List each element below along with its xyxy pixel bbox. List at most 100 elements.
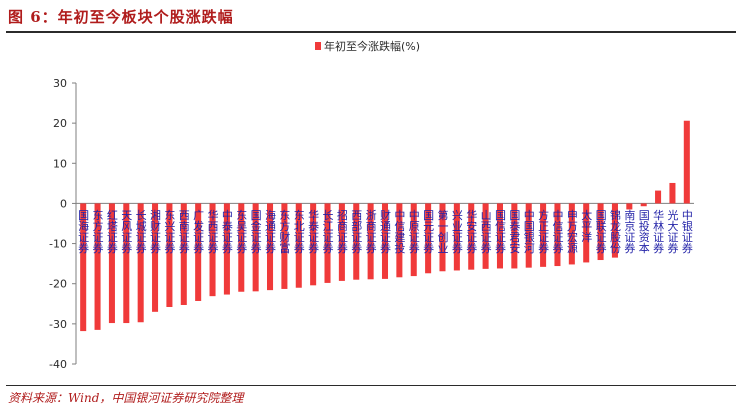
bar-12: [252, 203, 259, 292]
category-label-38: 南京证券: [623, 209, 636, 253]
bar-13: [267, 203, 274, 291]
category-label-12: 国金证券: [249, 209, 262, 253]
bar-2: [108, 203, 115, 324]
category-label-16: 华泰证券: [307, 208, 320, 253]
category-label-36: 国联证券: [594, 209, 607, 253]
category-label-30: 国泰君安: [508, 209, 521, 254]
bar-5: [152, 203, 159, 312]
bar-14: [281, 203, 288, 289]
bar-4: [137, 203, 144, 323]
category-label-1: 东方证券: [91, 209, 104, 253]
bar-32: [540, 203, 547, 267]
category-label-21: 财通证券: [379, 208, 392, 253]
figure-title: 图 6：年初至今板块个股涨跌幅: [8, 8, 234, 26]
bar-37: [611, 203, 618, 258]
bar-28: [482, 203, 489, 269]
category-label-8: 广发证券: [192, 209, 205, 253]
category-label-20: 浙商证券: [364, 209, 377, 253]
bar-41: [669, 182, 676, 204]
category-label-41: 光大证券: [666, 208, 679, 253]
category-label-18: 招商证券: [335, 208, 348, 253]
bar-26: [453, 203, 460, 271]
y-tick-label-2: -20: [49, 278, 67, 291]
category-label-35: 太平洋: [580, 209, 593, 242]
category-label-34: 申万宏源: [565, 209, 578, 254]
bar-8: [195, 203, 202, 301]
category-label-26: 兴业证券: [450, 209, 463, 253]
bar-30: [511, 203, 518, 269]
bar-19: [353, 203, 360, 280]
category-label-4: 长城证券: [134, 209, 147, 253]
bar-20: [367, 203, 374, 280]
bar-27: [468, 203, 475, 270]
category-label-37: 锦龙股份: [608, 208, 621, 254]
bar-1: [94, 203, 101, 330]
category-label-29: 国信证券: [493, 209, 506, 253]
y-tick-label-4: 0: [60, 197, 67, 210]
category-label-14: 东方财富: [278, 209, 291, 254]
category-label-42: 中银证券: [680, 209, 693, 253]
bar-10: [223, 203, 230, 295]
bar-33: [554, 203, 561, 267]
bar-9: [209, 203, 216, 297]
category-label-0: 国海证券: [77, 209, 90, 253]
y-tick-label-7: 30: [53, 77, 67, 90]
bar-17: [324, 203, 331, 283]
bar-3: [123, 203, 130, 324]
legend-swatch: [315, 42, 321, 50]
category-label-13: 海通证券: [264, 208, 277, 253]
bar-15: [295, 203, 302, 288]
bar-21: [381, 203, 389, 279]
category-label-28: 山西证券: [479, 209, 492, 253]
y-tick-label-1: -30: [49, 318, 67, 331]
category-label-19: 西部证券: [350, 209, 363, 253]
bar-38: [626, 203, 633, 210]
y-tick-label-5: 10: [53, 157, 67, 170]
bar-chart: -40 -30 -20 -10 0 10 20 30 国海证券 东方证券 红塔证券 天风证券 长城证券湘…: [49, 39, 694, 371]
bar-29: [496, 203, 503, 269]
bar-40: [655, 190, 662, 204]
category-label-17: 长江证券: [321, 209, 334, 253]
bar-25: [439, 203, 446, 272]
bar-39: [640, 203, 647, 207]
bar-36: [597, 203, 604, 261]
bar-0: [80, 203, 87, 332]
category-label-15: 东北证券: [292, 209, 305, 253]
bar-23: [410, 203, 417, 277]
category-label-25: 第一创业: [436, 208, 449, 253]
category-label-11: 东吴证券: [235, 209, 248, 253]
category-label-27: 华安证券: [465, 208, 478, 253]
bar-11: [238, 203, 245, 292]
category-label-40: 华林证券: [652, 208, 665, 253]
y-tick-label-6: 20: [53, 117, 67, 130]
category-label-39: 国投资本: [637, 209, 650, 254]
bar-18: [338, 203, 345, 281]
bar-31: [525, 203, 532, 268]
bar-22: [396, 203, 403, 278]
source-note: 资料来源：Wind，中国银河证券研究院整理: [8, 391, 244, 405]
category-label-32: 方正证券: [537, 208, 550, 253]
category-label-24: 国元证券: [422, 209, 435, 253]
category-label-10: 中泰证券: [220, 209, 233, 253]
title-rule: [6, 31, 736, 33]
category-label-9: 华西证券: [206, 208, 219, 253]
category-label-2: 红塔证券: [105, 209, 118, 253]
category-label-22: 中信建投: [393, 209, 406, 254]
category-label-33: 中信证券: [551, 209, 564, 253]
y-tick-label-3: -10: [49, 238, 67, 251]
category-label-23: 中原证券: [407, 209, 420, 253]
category-label-6: 东兴证券: [163, 209, 176, 253]
y-tick-label-0: -40: [49, 358, 67, 371]
category-label-31: 中国银河: [522, 209, 535, 253]
bar-7: [180, 203, 187, 305]
bar-6: [166, 203, 173, 307]
bar-24: [425, 203, 432, 274]
legend-label: 年初至今涨跌幅(%): [324, 39, 420, 53]
bar-16: [310, 203, 317, 286]
category-label-3: 天风证券: [120, 209, 133, 253]
bar-34: [568, 203, 575, 265]
category-label-7: 西南证券: [177, 209, 190, 253]
category-label-5: 湘财证券: [149, 208, 162, 253]
bar-42: [683, 120, 690, 204]
